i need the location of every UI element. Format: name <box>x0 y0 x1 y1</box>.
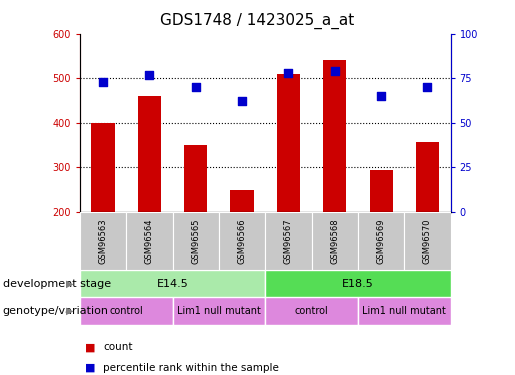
Text: Lim1 null mutant: Lim1 null mutant <box>363 306 446 316</box>
Bar <box>138 96 161 212</box>
Bar <box>219 212 265 270</box>
Point <box>284 70 293 76</box>
Text: ▶: ▶ <box>66 306 74 316</box>
Text: GSM96566: GSM96566 <box>237 218 247 264</box>
Bar <box>312 212 358 270</box>
Bar <box>80 270 265 297</box>
Bar <box>231 190 253 212</box>
Text: GSM96567: GSM96567 <box>284 218 293 264</box>
Bar <box>265 297 358 325</box>
Text: control: control <box>109 306 143 316</box>
Bar <box>416 141 439 212</box>
Bar <box>277 74 300 212</box>
Text: control: control <box>295 306 329 316</box>
Text: GDS1748 / 1423025_a_at: GDS1748 / 1423025_a_at <box>160 13 355 29</box>
Text: GSM96565: GSM96565 <box>191 218 200 264</box>
Bar <box>173 297 265 325</box>
Text: Lim1 null mutant: Lim1 null mutant <box>177 306 261 316</box>
Bar <box>184 145 207 212</box>
Bar <box>265 270 451 297</box>
Text: ▶: ▶ <box>66 279 74 289</box>
Bar <box>80 297 173 325</box>
Point <box>192 84 200 90</box>
Text: ■: ■ <box>85 342 95 352</box>
Bar <box>404 212 451 270</box>
Bar <box>126 212 173 270</box>
Bar <box>358 297 451 325</box>
Text: GSM96564: GSM96564 <box>145 218 154 264</box>
Bar <box>358 212 404 270</box>
Point <box>145 72 153 78</box>
Point <box>377 93 385 99</box>
Text: GSM96563: GSM96563 <box>98 218 108 264</box>
Text: count: count <box>103 342 132 352</box>
Point <box>238 99 246 105</box>
Text: GSM96570: GSM96570 <box>423 218 432 264</box>
Bar <box>369 170 392 212</box>
Text: GSM96568: GSM96568 <box>330 218 339 264</box>
Point <box>331 68 339 74</box>
Bar <box>173 212 219 270</box>
Text: E18.5: E18.5 <box>342 279 374 289</box>
Text: E14.5: E14.5 <box>157 279 188 289</box>
Bar <box>80 212 126 270</box>
Text: percentile rank within the sample: percentile rank within the sample <box>103 363 279 373</box>
Text: development stage: development stage <box>3 279 111 289</box>
Bar <box>323 60 346 212</box>
Text: ■: ■ <box>85 363 95 373</box>
Bar <box>92 123 114 212</box>
Text: genotype/variation: genotype/variation <box>3 306 109 316</box>
Text: GSM96569: GSM96569 <box>376 218 386 264</box>
Point <box>99 79 107 85</box>
Bar <box>265 212 312 270</box>
Point <box>423 84 432 90</box>
